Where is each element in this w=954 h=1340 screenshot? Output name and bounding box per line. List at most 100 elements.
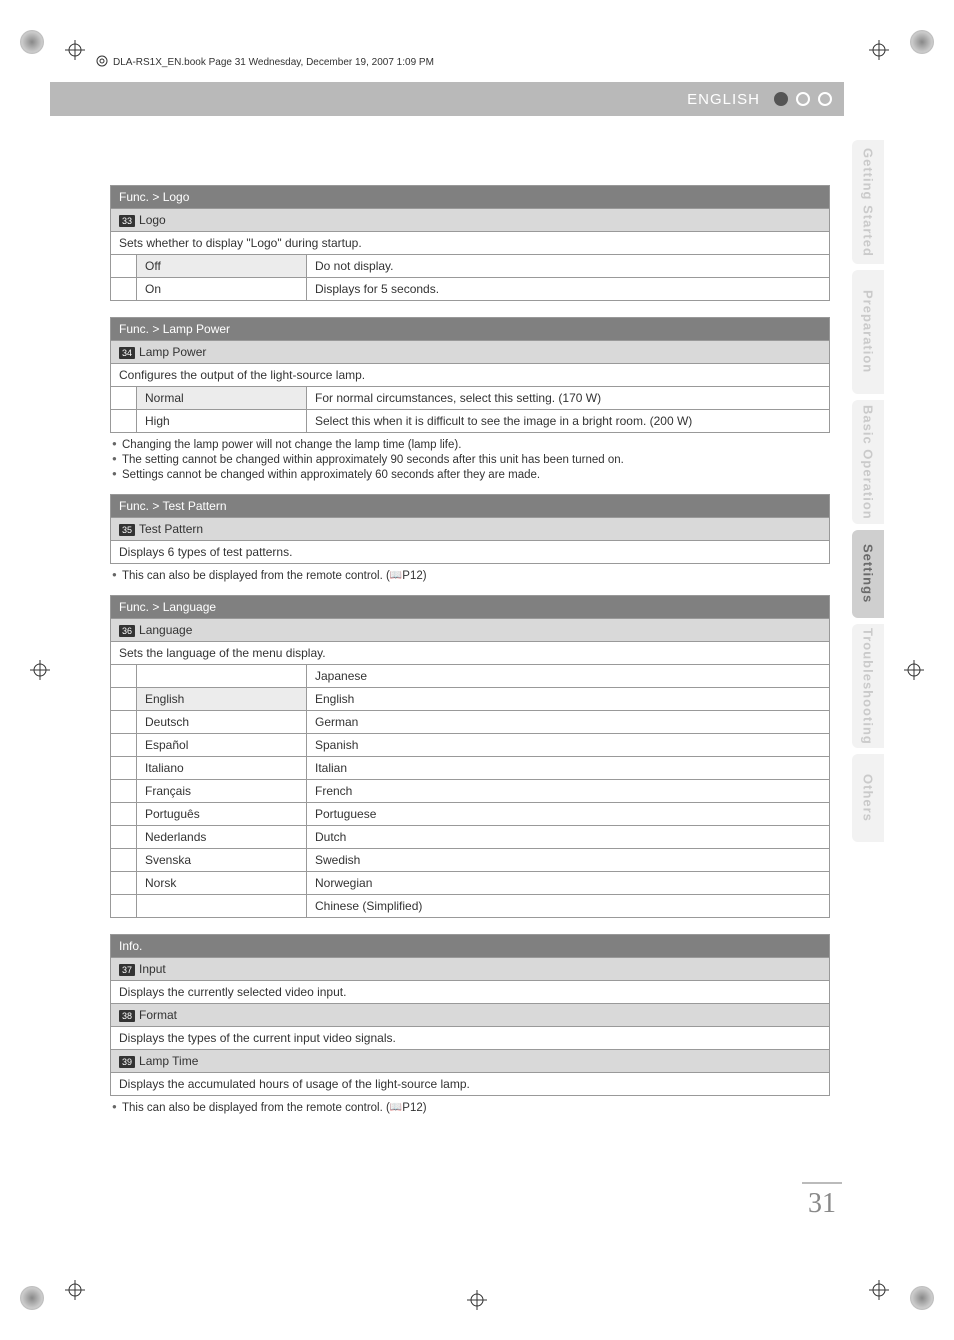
option-desc: French <box>307 780 830 803</box>
option-spacer <box>111 255 137 278</box>
book-ring-icon <box>95 54 109 71</box>
section-language: Func. > Language 36Language Sets the lan… <box>110 595 830 918</box>
crop-mark-icon <box>65 40 85 60</box>
item-title: Logo <box>139 213 166 227</box>
option-row: SvenskaSwedish <box>111 849 830 872</box>
breadcrumb: Func. > Language <box>111 596 830 619</box>
option-name: Français <box>137 780 307 803</box>
options-body: JapaneseEnglishEnglishDeutschGermanEspañ… <box>111 665 830 918</box>
item-description: Configures the output of the light-sourc… <box>111 364 830 387</box>
item-title: Input <box>139 962 166 976</box>
option-desc: Portuguese <box>307 803 830 826</box>
ref-number: 39 <box>119 1056 135 1068</box>
ref-number: 37 <box>119 964 135 976</box>
option-spacer <box>111 872 137 895</box>
section-test-pattern: Func. > Test Pattern 35Test Pattern Disp… <box>110 494 830 564</box>
sidebar-tab[interactable]: Getting Started <box>852 140 884 264</box>
item-description: Displays 6 types of test patterns. <box>111 541 830 564</box>
option-row: NorskNorwegian <box>111 872 830 895</box>
option-spacer <box>111 803 137 826</box>
page-dot-icon <box>818 92 832 106</box>
page-number: 31 <box>802 1182 842 1220</box>
option-row: NormalFor normal circumstances, select t… <box>111 387 830 410</box>
item-header: 35Test Pattern <box>111 518 830 541</box>
option-name: Nederlands <box>137 826 307 849</box>
page-dot-icon <box>774 92 788 106</box>
item-title: Test Pattern <box>139 522 203 536</box>
sidebar-tab-label: Getting Started <box>861 148 876 257</box>
sidebar-tab[interactable]: Others <box>852 754 884 842</box>
option-row: OnDisplays for 5 seconds. <box>111 278 830 301</box>
item-header: 37 Input <box>111 958 830 981</box>
option-row: EspañolSpanish <box>111 734 830 757</box>
page-ref-icon: 📖 <box>390 570 402 581</box>
option-row: FrançaisFrench <box>111 780 830 803</box>
page-ref-icon: 📖 <box>390 1102 402 1113</box>
option-desc: Spanish <box>307 734 830 757</box>
notes-list: Changing the lamp power will not change … <box>110 439 830 481</box>
sidebar-tab-label: Preparation <box>861 290 876 373</box>
option-name: Norsk <box>137 872 307 895</box>
option-desc: Chinese (Simplified) <box>307 895 830 918</box>
option-name: Português <box>137 803 307 826</box>
option-desc: Dutch <box>307 826 830 849</box>
option-spacer <box>111 278 137 301</box>
option-desc: Italian <box>307 757 830 780</box>
note-text: Changing the lamp power will not change … <box>112 439 830 451</box>
options-body: OffDo not display.OnDisplays for 5 secon… <box>111 255 830 301</box>
crop-mark-icon <box>30 660 50 680</box>
page-dot-icon <box>796 92 810 106</box>
section-lamp-power: Func. > Lamp Power 34Lamp Power Configur… <box>110 317 830 433</box>
note-text: This can also be displayed from the remo… <box>112 570 830 582</box>
item-title: Lamp Time <box>139 1054 198 1068</box>
item-description: Displays the accumulated hours of usage … <box>111 1073 830 1096</box>
language-indicator: ENGLISH <box>687 91 760 108</box>
sidebar-tab-label: Others <box>861 774 876 822</box>
breadcrumb: Func. > Test Pattern <box>111 495 830 518</box>
sidebar-tab[interactable]: Preparation <box>852 270 884 394</box>
ref-number: 38 <box>119 1010 135 1022</box>
option-name: Off <box>137 255 307 278</box>
section-logo: Func. > Logo 33 Logo Sets whether to disp… <box>110 185 830 301</box>
info-items: 37InputDisplays the currently selected v… <box>111 958 830 1096</box>
sidebar-tab[interactable]: Settings <box>852 530 884 618</box>
item-header: 39 Lamp Time <box>111 1050 830 1073</box>
options-body: NormalFor normal circumstances, select t… <box>111 387 830 433</box>
option-row: NederlandsDutch <box>111 826 830 849</box>
option-desc: For normal circumstances, select this se… <box>307 387 830 410</box>
option-desc: Japanese <box>307 665 830 688</box>
sidebar-tab[interactable]: Basic Operation <box>852 400 884 524</box>
option-name: Español <box>137 734 307 757</box>
main-content: Func. > Logo 33 Logo Sets whether to disp… <box>110 185 830 1117</box>
option-name: Normal <box>137 387 307 410</box>
item-header: 38Format <box>111 1004 830 1027</box>
option-name <box>137 665 307 688</box>
note-text: This can also be displayed from the remo… <box>112 1102 830 1114</box>
breadcrumb: Info. <box>111 935 830 958</box>
option-name: High <box>137 410 307 433</box>
crop-mark-icon <box>869 1280 889 1300</box>
sidebar-tab[interactable]: Troubleshooting <box>852 624 884 748</box>
option-name: On <box>137 278 307 301</box>
option-row: Chinese (Simplified) <box>111 895 830 918</box>
option-row: ItalianoItalian <box>111 757 830 780</box>
option-desc: Do not display. <box>307 255 830 278</box>
item-description: Displays the types of the current input … <box>111 1027 830 1050</box>
item-description: Sets whether to display "Logo" during st… <box>111 232 830 255</box>
print-corner-icon <box>20 1286 44 1310</box>
option-row: OffDo not display. <box>111 255 830 278</box>
sidebar-tab-label: Basic Operation <box>861 405 876 520</box>
ref-number: 34 <box>119 347 135 359</box>
item-title: Lamp Power <box>139 345 206 359</box>
sidebar-tab-label: Troubleshooting <box>861 628 876 745</box>
option-row: DeutschGerman <box>111 711 830 734</box>
option-name: Svenska <box>137 849 307 872</box>
note-text: Settings cannot be changed within approx… <box>112 469 830 481</box>
option-row: HighSelect this when it is difficult to … <box>111 410 830 433</box>
option-name <box>137 895 307 918</box>
ref-number: 33 <box>119 215 135 227</box>
breadcrumb: Func. > Logo <box>111 186 830 209</box>
item-header: 33 Logo <box>111 209 830 232</box>
option-desc: Select this when it is difficult to see … <box>307 410 830 433</box>
option-spacer <box>111 387 137 410</box>
